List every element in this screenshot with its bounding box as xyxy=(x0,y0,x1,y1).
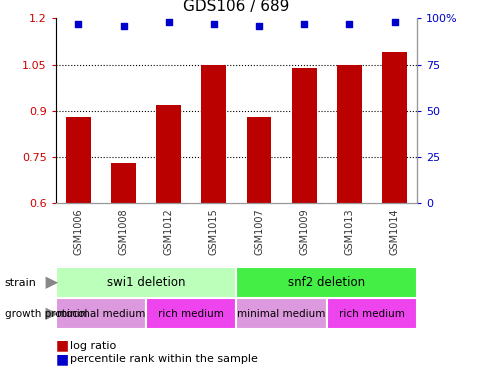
Text: ■: ■ xyxy=(56,352,69,366)
Bar xyxy=(236,298,326,329)
Text: rich medium: rich medium xyxy=(158,309,224,319)
Text: percentile rank within the sample: percentile rank within the sample xyxy=(70,354,257,365)
Text: minimal medium: minimal medium xyxy=(237,309,325,319)
Point xyxy=(165,19,172,25)
Polygon shape xyxy=(45,277,58,289)
Bar xyxy=(381,52,406,203)
Text: GSM1013: GSM1013 xyxy=(344,209,354,255)
Text: log ratio: log ratio xyxy=(70,340,116,351)
Point xyxy=(75,21,82,27)
Text: GSM1012: GSM1012 xyxy=(164,209,173,255)
Point xyxy=(345,21,352,27)
Text: GSM1008: GSM1008 xyxy=(118,209,128,255)
Bar xyxy=(201,64,226,203)
Text: growth protocol: growth protocol xyxy=(5,309,87,319)
Bar xyxy=(56,298,146,329)
Bar xyxy=(66,117,91,203)
Text: GSM1014: GSM1014 xyxy=(389,209,399,255)
Bar xyxy=(111,163,136,203)
Text: snf2 deletion: snf2 deletion xyxy=(287,276,364,289)
Text: GSM1015: GSM1015 xyxy=(209,209,218,255)
Text: minimal medium: minimal medium xyxy=(57,309,145,319)
Point xyxy=(390,19,397,25)
Text: rich medium: rich medium xyxy=(338,309,404,319)
Bar xyxy=(236,267,416,298)
Text: strain: strain xyxy=(5,278,37,288)
Bar xyxy=(336,64,361,203)
Bar xyxy=(156,105,181,203)
Text: GSM1006: GSM1006 xyxy=(73,209,83,255)
Bar xyxy=(326,298,416,329)
Bar xyxy=(291,68,316,203)
Point xyxy=(120,23,127,29)
Bar xyxy=(56,267,236,298)
Text: ■: ■ xyxy=(56,339,69,352)
Point xyxy=(300,21,307,27)
Point xyxy=(210,21,217,27)
Title: GDS106 / 689: GDS106 / 689 xyxy=(183,0,289,14)
Polygon shape xyxy=(45,308,58,320)
Bar xyxy=(246,117,271,203)
Point xyxy=(255,23,262,29)
Text: GSM1009: GSM1009 xyxy=(299,209,308,255)
Text: GSM1007: GSM1007 xyxy=(254,209,263,255)
Bar xyxy=(146,298,236,329)
Text: swi1 deletion: swi1 deletion xyxy=(106,276,185,289)
